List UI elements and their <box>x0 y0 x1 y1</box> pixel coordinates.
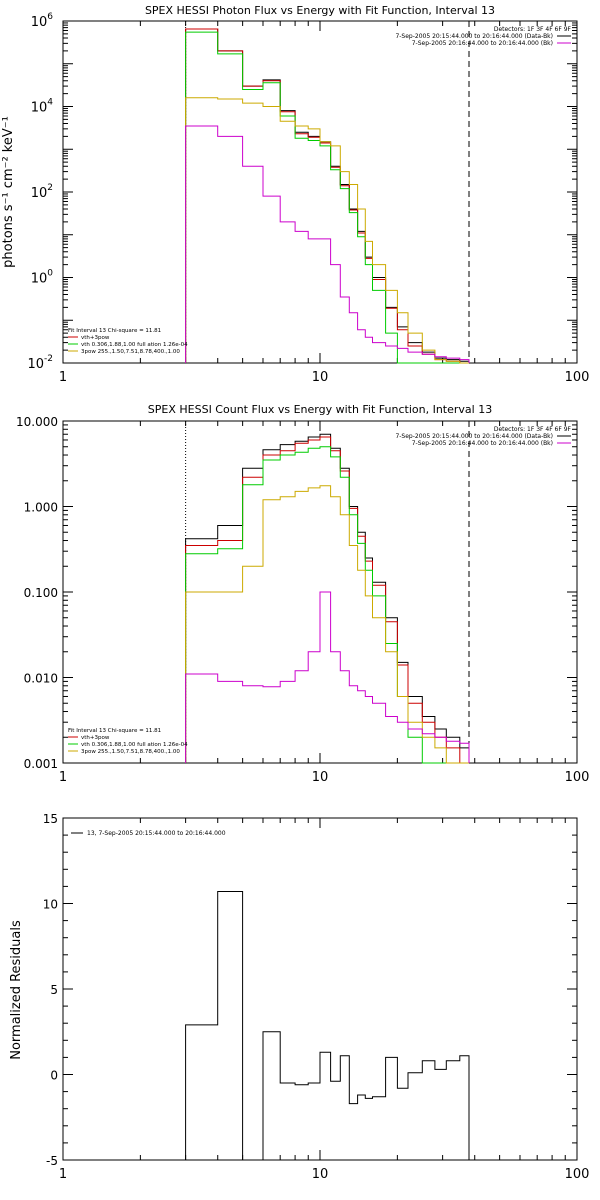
y-tick-label: 0.010 <box>24 672 58 686</box>
legend-entry: vth+3pow <box>81 335 110 341</box>
tick-labels: 1 10 100 0.001 0.010 0.100 1.000 10.000 <box>16 415 589 785</box>
legend-entry: 13, 7-Sep-2005 20:15:44.000 to 20:16:44.… <box>87 830 226 837</box>
series-line <box>185 446 469 764</box>
legend-entry: vth 0.306,1.88,1.00 full ation 1.26e-04 <box>81 342 188 348</box>
y-tick-label: 104 <box>31 98 54 116</box>
series-group <box>185 28 470 364</box>
x-tick-label: 10 <box>312 770 329 785</box>
plot-frame <box>62 817 578 1161</box>
chart-title: SPEX HESSI Count Flux vs Energy with Fit… <box>148 403 492 416</box>
y-tick-exponent: 4 <box>47 98 53 108</box>
series-line <box>185 891 470 1161</box>
series-line <box>185 433 470 763</box>
series-line <box>185 125 470 363</box>
y-tick-label: 0.001 <box>24 757 58 771</box>
tick-labels: 1 10 100 -5 0 5 10 15 <box>43 812 590 1182</box>
y-tick-label: 102 <box>31 183 53 201</box>
x-tick-label: 1 <box>59 1167 67 1182</box>
y-tick-label: 5 <box>50 983 58 997</box>
legend: Detectors: 1F 3F 4F 6F 9F7-Sep-2005 20:1… <box>68 426 572 755</box>
x-tick-label: 100 <box>565 370 590 385</box>
y-tick-exponent: -2 <box>44 354 53 364</box>
legend-entry: 7-Sep-2005 20:15:44.000 to 20:16:44.000 … <box>395 33 553 40</box>
x-tick-label: 10 <box>312 370 329 385</box>
axis-ticks <box>62 817 577 1161</box>
y-tick-label: 10-2 <box>27 354 53 372</box>
legend-entry: vth 0.306,1.88,1.00 full ation 1.26e-04 <box>81 742 188 748</box>
y-tick-base: 10 <box>27 357 44 372</box>
legend: Detectors: 1F 3F 4F 6F 9F7-Sep-2005 20:1… <box>68 26 572 355</box>
x-tick-label: 100 <box>565 770 590 785</box>
y-tick-label: 10.000 <box>16 415 58 429</box>
series-group <box>185 891 470 1161</box>
x-tick-label: 100 <box>565 1167 590 1182</box>
series-line <box>185 97 469 364</box>
legend-entry: vth+3pow <box>81 735 110 741</box>
y-tick-label: -5 <box>46 1154 58 1168</box>
x-tick-label: 1 <box>59 370 67 385</box>
legend-entry: Detectors: 1F 3F 4F 6F 9F <box>494 26 572 33</box>
legend-entry: 7-Sep-2005 20:16:44.000 to 20:16:44.000 … <box>412 440 553 447</box>
series-line <box>185 28 470 363</box>
series-line <box>185 28 469 364</box>
y-tick-label: 106 <box>31 12 54 30</box>
plot-frame <box>62 20 578 364</box>
axis-ticks <box>62 421 577 764</box>
chart-title: SPEX HESSI Photon Flux vs Energy with Fi… <box>145 4 495 17</box>
series-group <box>185 433 470 764</box>
x-tick-label: 1 <box>59 770 67 785</box>
legend: 13, 7-Sep-2005 20:15:44.000 to 20:16:44.… <box>71 830 226 837</box>
legend-entry: 7-Sep-2005 20:16:44.000 to 20:16:44.000 … <box>412 40 553 47</box>
count-flux-panel: SPEX HESSI Count Flux vs Energy with Fit… <box>16 403 589 785</box>
legend-entry: Fit Interval 13 Chi-square = 11.81 <box>68 328 161 334</box>
series-line <box>185 485 469 764</box>
y-tick-exponent: 0 <box>47 269 53 279</box>
legend-entry: 3pow 255.,1.50,7.51,8.78,400.,1.00 <box>81 749 180 755</box>
legend-entry: 3pow 255.,1.50,7.51,8.78,400.,1.00 <box>81 349 180 355</box>
x-tick-label: 10 <box>312 1167 329 1182</box>
y-tick-base: 10 <box>31 15 48 30</box>
range-markers <box>185 21 470 363</box>
y-tick-label: 1.000 <box>24 501 58 515</box>
residuals-panel: Normalized Residuals 1 10 100 -5 0 5 10 15 13, … <box>9 812 589 1182</box>
series-line <box>185 591 470 763</box>
legend-entry: Fit Interval 13 Chi-square = 11.81 <box>68 728 161 734</box>
photon-flux-panel: SPEX HESSI Photon Flux vs Energy with Fi… <box>1 4 589 385</box>
y-tick-label: 10 <box>43 898 58 912</box>
y-tick-label: 0.100 <box>24 586 58 600</box>
series-line <box>185 31 469 364</box>
y-tick-base: 10 <box>31 101 48 116</box>
legend-entry: Detectors: 1F 3F 4F 6F 9F <box>494 426 572 433</box>
y-tick-label: 0 <box>50 1069 58 1083</box>
y-tick-exponent: 2 <box>47 183 53 193</box>
y-axis-label: photons s⁻¹ cm⁻² keV⁻¹ <box>1 116 16 268</box>
y-tick-base: 10 <box>31 272 48 287</box>
axis-ticks <box>62 21 577 364</box>
legend-entry: 7-Sep-2005 20:15:44.000 to 20:16:44.000 … <box>395 433 553 440</box>
y-tick-base: 10 <box>31 186 48 201</box>
y-tick-exponent: 6 <box>47 12 53 22</box>
y-tick-label: 100 <box>31 269 54 287</box>
y-tick-label: 15 <box>43 812 58 826</box>
y-axis-label: Normalized Residuals <box>9 920 24 1060</box>
